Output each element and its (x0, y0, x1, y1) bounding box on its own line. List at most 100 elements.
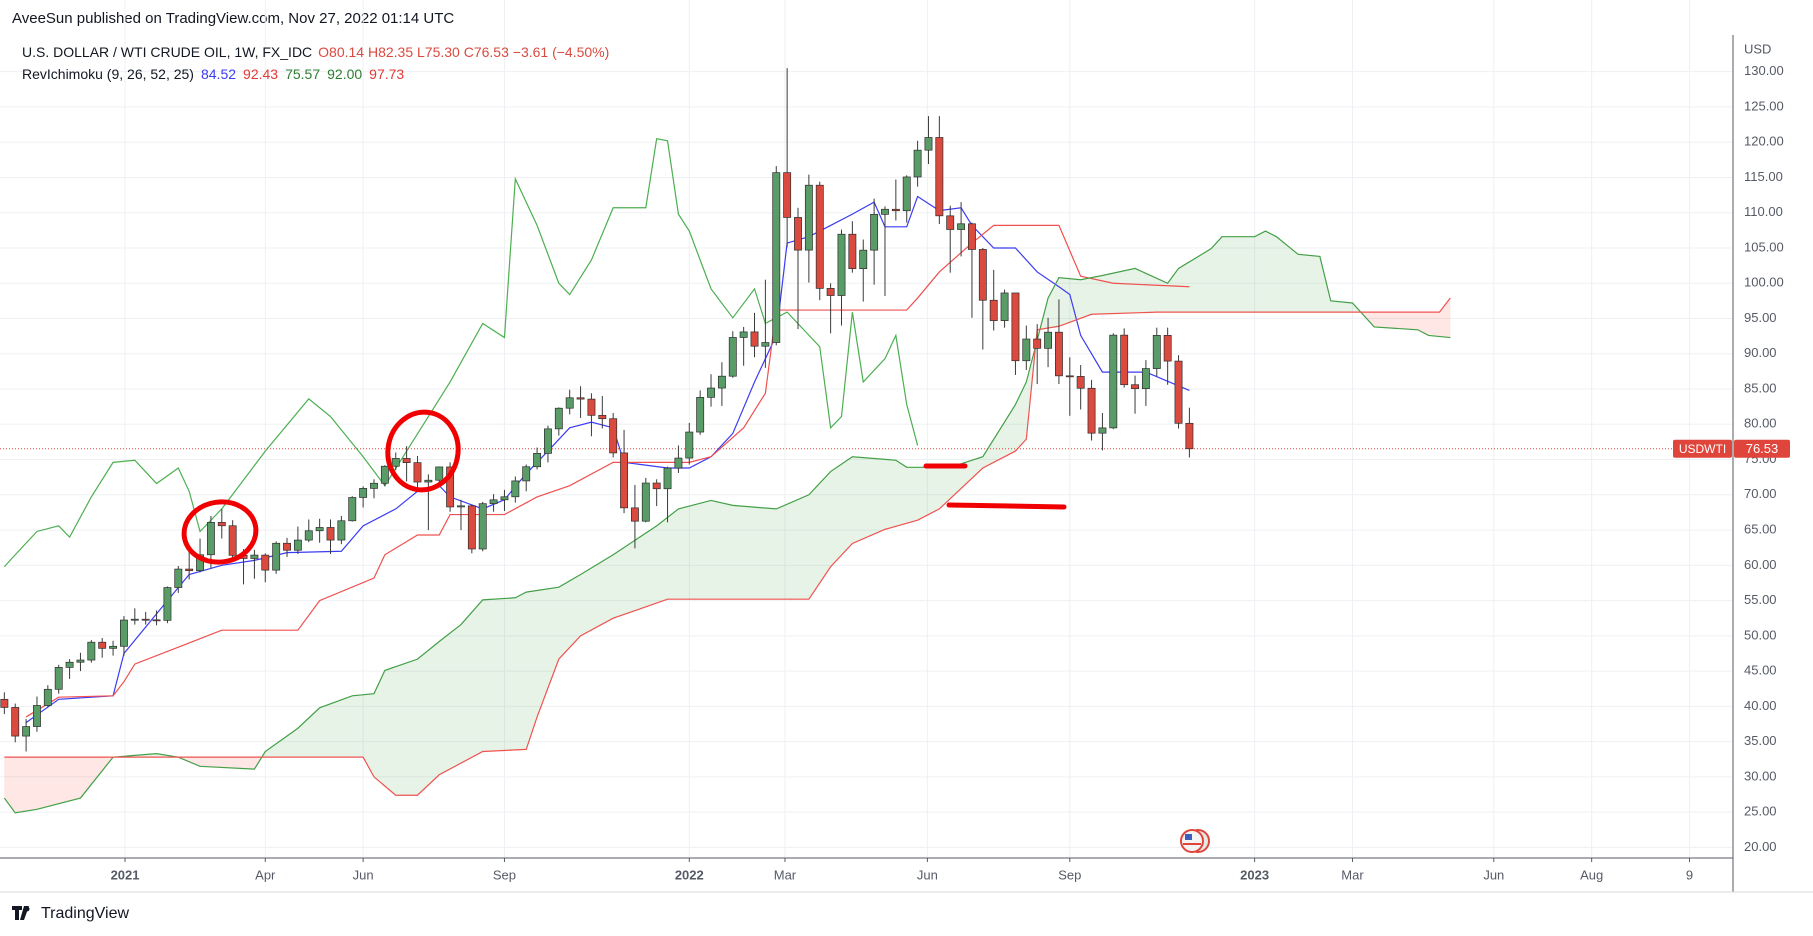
candle-body (467, 505, 476, 550)
candle-body (1022, 338, 1031, 362)
candle-body (870, 213, 879, 251)
candle-body (457, 505, 465, 508)
y-tick-label: 90.00 (1744, 345, 1777, 360)
y-tick-label: 115.00 (1744, 169, 1783, 184)
indicator-value: 75.57 (285, 66, 320, 82)
candle-body (43, 688, 52, 706)
x-tick-label: 9 (1686, 867, 1693, 882)
candle-body (174, 568, 183, 588)
footer-logo: TradingView (12, 905, 129, 922)
candle-body (1000, 292, 1009, 321)
candle-body (533, 452, 542, 468)
candle-body (1185, 422, 1194, 450)
y-tick-label: 110.00 (1744, 204, 1783, 219)
candle-body (304, 530, 313, 541)
candle-body (261, 554, 270, 571)
price-name-box (1673, 439, 1732, 458)
candle-body (587, 398, 596, 416)
axes: USD 20.00 25.00 30.00 35.00 40.00 45.00 50.00 5… (111, 41, 1790, 882)
candle-body (783, 172, 792, 218)
candle-body (913, 149, 922, 178)
candle-body (544, 428, 552, 454)
candle-body (413, 462, 422, 483)
candle-body (641, 482, 650, 522)
candle-body (761, 342, 770, 347)
candle-body (391, 458, 400, 467)
candle-body (652, 482, 661, 490)
y-tick-label: 60.00 (1744, 557, 1777, 572)
cloud-fill (1042, 231, 1364, 329)
candle-body (957, 223, 966, 230)
candle-body (152, 619, 161, 622)
candle-body (98, 641, 107, 649)
candle-body (674, 457, 683, 469)
candle-body (0, 698, 9, 708)
y-tick-label: 105.00 (1744, 239, 1784, 254)
indicator-line (3, 230, 1451, 814)
cloud-fill (4, 757, 114, 813)
y-tick-label: 30.00 (1744, 768, 1777, 783)
candle-body (65, 661, 74, 668)
plot (0, 68, 1733, 814)
candle-body (739, 331, 748, 338)
candle-body (717, 375, 726, 389)
candle-body (283, 542, 291, 551)
candle-body (359, 488, 368, 498)
candle-body (968, 223, 976, 250)
candle-body (402, 458, 411, 463)
candle-body (826, 288, 835, 296)
candle-body (54, 667, 63, 690)
x-tick-label: Apr (255, 867, 276, 882)
x-tick-label: Jun (1483, 867, 1504, 882)
x-tick-label: Mar (774, 867, 797, 882)
candle-body (630, 507, 639, 522)
candle-body (1044, 331, 1053, 349)
candle-body (435, 466, 444, 481)
indicator-line (25, 195, 1190, 724)
candle-body (1098, 427, 1107, 434)
candle-body (576, 397, 585, 400)
hand-circle (385, 409, 461, 493)
hand-circle (181, 499, 259, 565)
candle-body (511, 480, 520, 498)
candle-body (696, 396, 705, 433)
y-tick-label: 120.00 (1744, 134, 1784, 149)
indicator-value: 92.43 (243, 66, 278, 82)
candle-body (685, 431, 694, 459)
candle-body (33, 705, 41, 727)
y-tick-label: 70.00 (1744, 486, 1777, 501)
hand-line (946, 502, 1067, 510)
x-tick-label: Aug (1580, 867, 1603, 882)
price-value-box (1734, 439, 1790, 458)
candle-body (120, 619, 128, 647)
publisher: AveeSun published on TradingView.com, No… (12, 10, 454, 27)
candle-body (489, 499, 498, 505)
candle-body (935, 137, 944, 217)
candle-body (424, 479, 433, 483)
y-tick-label: 40.00 (1744, 698, 1777, 713)
indicator-name: RevIchimoku (9, 26, 52, 25) (22, 66, 194, 82)
candle-body (380, 465, 389, 484)
indicator-value: 92.00 (327, 66, 362, 82)
candle-body (109, 645, 118, 649)
candle-body (500, 496, 509, 501)
candle-body (1109, 334, 1118, 429)
indicator-legend: RevIchimoku (9, 26, 52, 25) 84.52 92.43 75.… (22, 66, 404, 82)
y-tick-label: 100.00 (1744, 275, 1784, 290)
y-tick-label: 25.00 (1744, 804, 1777, 819)
candle-body (206, 522, 215, 556)
y-tick-label: 50.00 (1744, 627, 1777, 642)
ohlc-text: O80.14 H82.35 L75.30 C76.53 −3.61 (−4.50… (318, 44, 609, 60)
candle-body (250, 554, 259, 559)
price-name: USDWTI (1679, 442, 1726, 456)
indicator-value: 84.52 (201, 66, 236, 82)
candle-body (1120, 334, 1129, 386)
y-tick-label: 65.00 (1744, 522, 1777, 537)
candle-body (750, 331, 759, 347)
candle-body (141, 618, 150, 621)
event-icon (1180, 829, 1210, 853)
candle-body (522, 466, 531, 482)
candle-body (1174, 360, 1183, 424)
grid (0, 0, 1733, 858)
